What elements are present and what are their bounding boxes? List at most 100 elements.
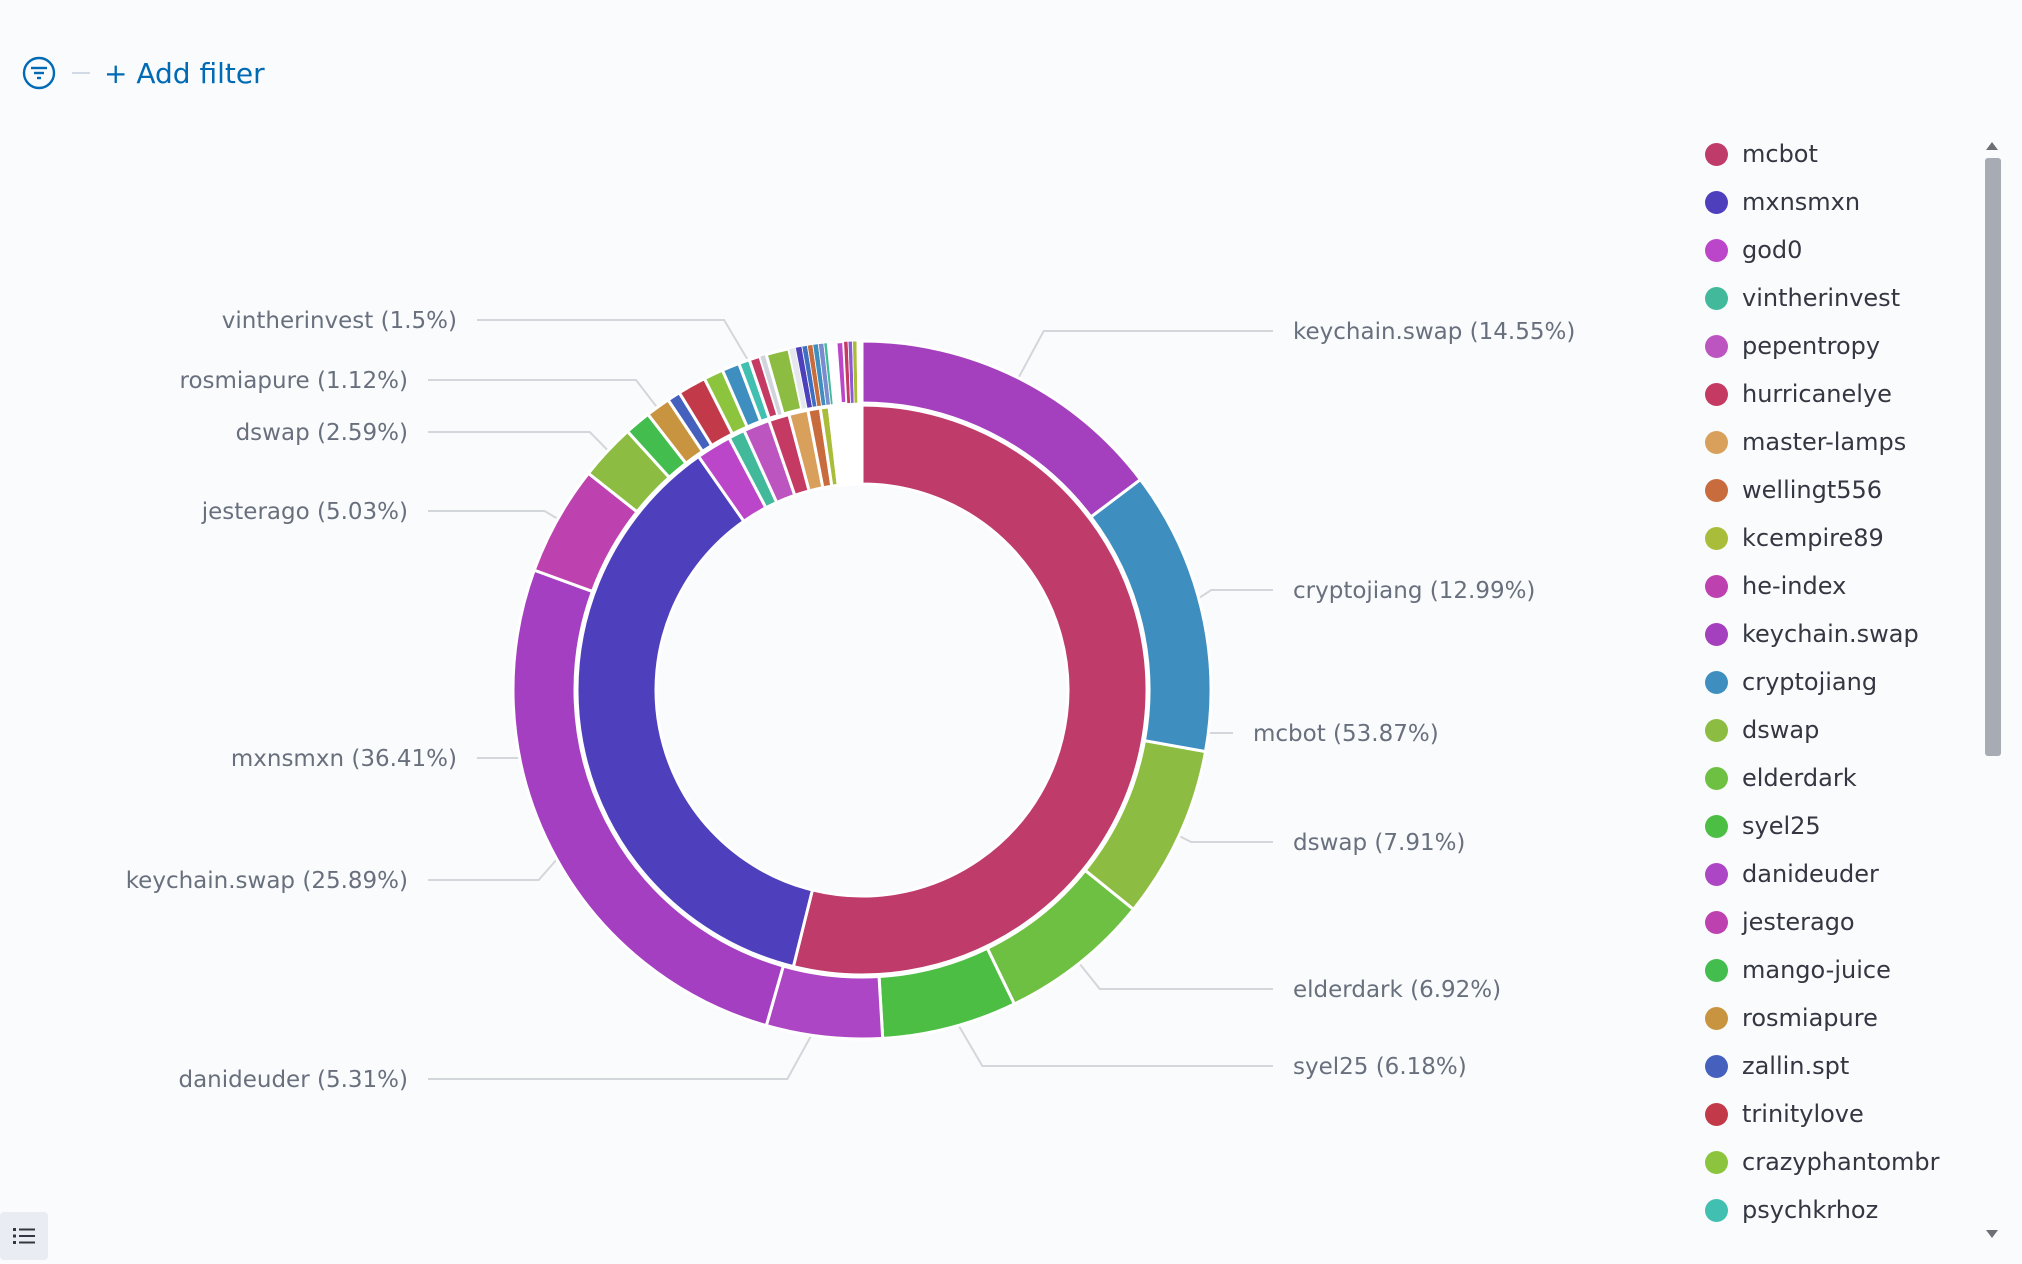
legend-item[interactable]: mxnsmxn bbox=[1705, 178, 1975, 226]
legend-item[interactable]: mcbot bbox=[1705, 130, 1975, 178]
filter-separator bbox=[72, 72, 90, 74]
legend-color-dot bbox=[1705, 574, 1728, 598]
outer-slice-label: keychain.swap (14.55%) bbox=[1293, 319, 1575, 345]
legend-color-dot bbox=[1705, 286, 1728, 310]
legend-color-dot bbox=[1705, 1054, 1728, 1078]
legend-item[interactable]: rosmiapure bbox=[1705, 994, 1975, 1042]
outer-slice-label: vintherinvest (1.5%) bbox=[222, 308, 457, 334]
scroll-thumb[interactable] bbox=[1985, 158, 2001, 756]
legend-label: mxnsmxn bbox=[1742, 188, 1861, 216]
legend-item[interactable]: danideuder bbox=[1705, 850, 1975, 898]
legend-color-dot bbox=[1705, 1102, 1728, 1126]
legend-item[interactable]: syel25 bbox=[1705, 802, 1975, 850]
legend-color-dot bbox=[1705, 1198, 1728, 1222]
outer-slice-label: danideuder (5.31%) bbox=[178, 1067, 408, 1093]
outer-slice-danideuder[interactable] bbox=[764, 964, 885, 1041]
legend-color-dot bbox=[1705, 766, 1728, 790]
legend: mcbot mxnsmxn god0 vintherinvest pepentropy h… bbox=[1705, 130, 1975, 1240]
legend-item[interactable]: keychain.swap bbox=[1705, 610, 1975, 658]
outer-slice-label: elderdark (6.92%) bbox=[1293, 977, 1501, 1003]
outer-slice-label: rosmiapure (1.12%) bbox=[180, 368, 409, 394]
legend-item[interactable]: god0 bbox=[1705, 226, 1975, 274]
legend-label: dswap bbox=[1742, 716, 1820, 744]
filter-bar: + Add filter bbox=[22, 50, 265, 96]
inner-slice-label: mxnsmxn (36.41%) bbox=[231, 746, 457, 772]
legend-label: god0 bbox=[1742, 236, 1803, 264]
legend-item[interactable]: mango-juice bbox=[1705, 946, 1975, 994]
outer-slice-label: keychain.swap (25.89%) bbox=[126, 868, 408, 894]
legend-item[interactable]: hurricanelye bbox=[1705, 370, 1975, 418]
legend-label: rosmiapure bbox=[1742, 1004, 1878, 1032]
legend-color-dot bbox=[1705, 814, 1728, 838]
legend-item[interactable]: pepentropy bbox=[1705, 322, 1975, 370]
filter-menu-icon[interactable] bbox=[22, 56, 56, 90]
legend-color-dot bbox=[1705, 142, 1728, 166]
legend-item[interactable]: kcempire89 bbox=[1705, 514, 1975, 562]
legend-label: crazyphantombr bbox=[1742, 1148, 1940, 1176]
add-filter-button[interactable]: + Add filter bbox=[104, 56, 265, 90]
scroll-down-arrow-icon[interactable] bbox=[1986, 1230, 1998, 1238]
legend-item[interactable]: wellingt556 bbox=[1705, 466, 1975, 514]
legend-label: kcempire89 bbox=[1742, 524, 1884, 552]
legend-color-dot bbox=[1705, 382, 1728, 406]
outer-slice-other[interactable] bbox=[856, 340, 863, 404]
scroll-up-arrow-icon[interactable] bbox=[1986, 142, 1998, 150]
legend-color-dot bbox=[1705, 478, 1728, 502]
legend-label: syel25 bbox=[1742, 812, 1821, 840]
outer-slice-label: cryptojiang (12.99%) bbox=[1293, 578, 1535, 604]
legend-color-dot bbox=[1705, 622, 1728, 646]
legend-item[interactable]: vintherinvest bbox=[1705, 274, 1975, 322]
legend-label: pepentropy bbox=[1742, 332, 1881, 360]
legend-item[interactable]: jesterago bbox=[1705, 898, 1975, 946]
legend-scrollbar[interactable] bbox=[1983, 140, 2003, 1240]
outer-ring bbox=[511, 339, 1213, 1041]
legend-item[interactable]: dswap bbox=[1705, 706, 1975, 754]
outer-slice-label: syel25 (6.18%) bbox=[1293, 1054, 1467, 1080]
legend-label: he-index bbox=[1742, 572, 1847, 600]
legend-label: danideuder bbox=[1742, 860, 1879, 888]
legend-item[interactable]: elderdark bbox=[1705, 754, 1975, 802]
inner-slice-mcbot[interactable] bbox=[791, 403, 1149, 977]
legend-color-dot bbox=[1705, 526, 1728, 550]
outer-slice-label: jesterago (5.03%) bbox=[201, 499, 408, 525]
legend-item[interactable]: crazyphantombr bbox=[1705, 1138, 1975, 1186]
legend-label: hurricanelye bbox=[1742, 380, 1892, 408]
inner-slice-mxnsmxn[interactable] bbox=[575, 454, 815, 969]
legend-label: psychkrhoz bbox=[1742, 1196, 1879, 1224]
legend-color-dot bbox=[1705, 958, 1728, 982]
legend-label: wellingt556 bbox=[1742, 476, 1883, 504]
legend-color-dot bbox=[1705, 1150, 1728, 1174]
legend-color-dot bbox=[1705, 190, 1728, 214]
outer-slice-label: dswap (7.91%) bbox=[1293, 830, 1465, 856]
legend-label: jesterago bbox=[1742, 908, 1855, 936]
list-icon bbox=[13, 1228, 35, 1244]
legend-color-dot bbox=[1705, 910, 1728, 934]
legend-color-dot bbox=[1705, 238, 1728, 262]
legend-label: keychain.swap bbox=[1742, 620, 1919, 648]
legend-item[interactable]: trinitylove bbox=[1705, 1090, 1975, 1138]
legend-item[interactable]: master-lamps bbox=[1705, 418, 1975, 466]
legend-color-dot bbox=[1705, 670, 1728, 694]
legend-color-dot bbox=[1705, 862, 1728, 886]
legend-color-dot bbox=[1705, 718, 1728, 742]
inner-slice-label: mcbot (53.87%) bbox=[1253, 721, 1439, 747]
legend-color-dot bbox=[1705, 430, 1728, 454]
legend-label: mcbot bbox=[1742, 140, 1818, 168]
legend-item[interactable]: psychkrhoz bbox=[1705, 1186, 1975, 1234]
legend-label: trinitylove bbox=[1742, 1100, 1864, 1128]
inner-ring bbox=[575, 403, 1149, 977]
inner-slice-others[interactable] bbox=[827, 403, 864, 488]
legend-label: mango-juice bbox=[1742, 956, 1891, 984]
legend-item[interactable]: he-index bbox=[1705, 562, 1975, 610]
legend-item[interactable]: zallin.spt bbox=[1705, 1042, 1975, 1090]
legend-label: master-lamps bbox=[1742, 428, 1907, 456]
legend-toggle-button[interactable] bbox=[0, 1212, 48, 1260]
legend-label: elderdark bbox=[1742, 764, 1857, 792]
slice-labels: mcbot (53.87%) mxnsmxn (36.41%) keychain.s… bbox=[126, 308, 1576, 1093]
legend-color-dot bbox=[1705, 334, 1728, 358]
legend-color-dot bbox=[1705, 1006, 1728, 1030]
donut-chart: mcbot (53.87%) mxnsmxn (36.41%) keychain.s… bbox=[126, 308, 1576, 1093]
legend-label: cryptojiang bbox=[1742, 668, 1878, 696]
legend-label: zallin.spt bbox=[1742, 1052, 1850, 1080]
legend-item[interactable]: cryptojiang bbox=[1705, 658, 1975, 706]
